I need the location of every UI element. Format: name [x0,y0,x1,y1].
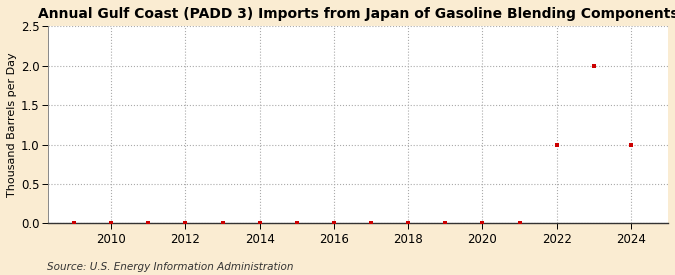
Point [329,221,340,226]
Point [292,221,302,226]
Text: Source: U.S. Energy Information Administration: Source: U.S. Energy Information Administ… [47,262,294,272]
Point [254,221,265,226]
Y-axis label: Thousand Barrels per Day: Thousand Barrels per Day [7,53,17,197]
Point [180,221,191,226]
Point [32,221,43,226]
Point [626,142,637,147]
Point [551,142,562,147]
Point [477,221,488,226]
Point [403,221,414,226]
Point [106,221,117,226]
Point [217,221,228,226]
Point [589,64,599,68]
Point [69,221,80,226]
Point [143,221,154,226]
Title: Annual Gulf Coast (PADD 3) Imports from Japan of Gasoline Blending Components: Annual Gulf Coast (PADD 3) Imports from … [38,7,675,21]
Point [514,221,525,226]
Point [366,221,377,226]
Point [440,221,451,226]
